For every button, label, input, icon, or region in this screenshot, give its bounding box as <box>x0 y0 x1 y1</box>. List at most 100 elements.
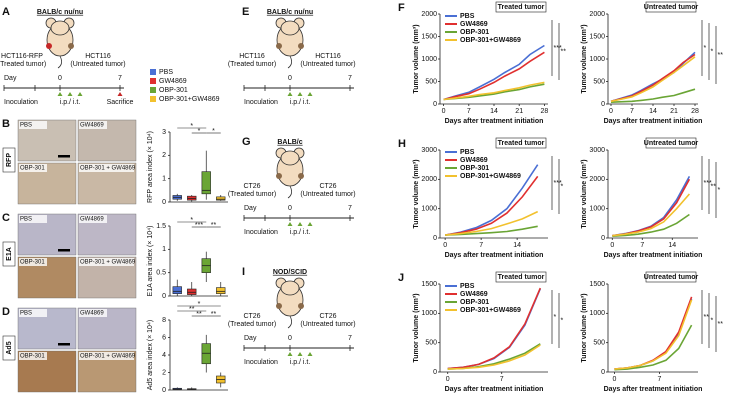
panel-label: G <box>242 136 251 148</box>
chart-title: Untreated tumor <box>644 274 699 281</box>
significance-label: *** <box>554 180 562 187</box>
y-tick-label: 2 <box>162 152 166 159</box>
series-line <box>445 225 538 236</box>
x-tick-label: 28 <box>691 108 699 115</box>
x-tick-label: 0 <box>609 108 613 115</box>
significance-label: ** <box>196 311 202 318</box>
legend-swatch <box>150 69 156 75</box>
box <box>187 288 197 295</box>
legend-label: OBP-301 <box>159 87 188 94</box>
tumor-note: (Untreated tumor) <box>300 191 355 198</box>
tumor-note: (Treated tumor) <box>228 191 276 198</box>
series-line <box>443 44 545 101</box>
inoculation: Inoculation <box>244 99 278 106</box>
injection: i.p./ i.t. <box>290 359 311 366</box>
scale-bar <box>58 249 70 252</box>
x-tick-label: 7 <box>630 108 634 115</box>
mouse-tail <box>287 185 292 199</box>
micrograph-label: OBP-301 <box>20 166 45 172</box>
series-line <box>610 88 696 103</box>
series-line <box>614 299 693 370</box>
y-tick-label: 0 <box>601 101 605 108</box>
injection-arrow <box>287 352 293 356</box>
series-line <box>443 81 545 101</box>
tumor-label: HCT116 <box>239 53 265 60</box>
x-tick-label: 21 <box>670 108 678 115</box>
x-axis-label: Days after treatment initiation <box>604 118 703 125</box>
tumor-note: (Treated tumor) <box>228 61 276 68</box>
y-tick-label: 1000 <box>589 206 605 213</box>
y-axis-label: Tumor volume (mm³) <box>581 159 588 228</box>
significance-label: * <box>711 48 714 55</box>
legend-swatch <box>150 87 156 93</box>
mouse-tail <box>57 55 62 69</box>
y-tick-label: 6 <box>162 334 166 341</box>
y-axis-label: Tumor volume (mm³) <box>581 293 588 362</box>
day-end: 7 <box>348 335 352 342</box>
day-label: Day <box>244 205 257 212</box>
legend-label: OBP-301+GW4869 <box>159 96 220 103</box>
micrograph-label: PBS <box>20 217 32 223</box>
significance-label: ** <box>189 306 195 313</box>
x-tick-label: 7 <box>467 108 471 115</box>
mouse-head <box>280 150 300 166</box>
injection: i.p./ i.t. <box>290 99 311 106</box>
box <box>216 287 226 294</box>
injection-arrow <box>297 222 303 226</box>
y-tick-label: 500 <box>593 340 605 347</box>
y-tick-label: 1500 <box>589 281 605 288</box>
stain-label: RFP <box>6 153 13 167</box>
y-tick-label: 1000 <box>421 206 437 213</box>
title-box <box>645 137 697 149</box>
y-axis-label: RFP area index (× 10⁴) <box>147 131 154 203</box>
legend-label: PBS <box>159 69 173 76</box>
significance-label: ** <box>718 321 724 328</box>
x-tick-label: 7 <box>500 376 504 383</box>
y-tick-label: 0 <box>601 369 605 376</box>
legend-label: OBP-301+GW4869 <box>460 173 521 180</box>
legend-label: GW4869 <box>159 78 187 85</box>
tumor-label: CT26 <box>319 183 336 190</box>
day-end: 7 <box>348 75 352 82</box>
micrograph-label: OBP-301 + GW4869 <box>80 354 136 360</box>
legend-label: OBP-301+GW4869 <box>460 37 521 44</box>
inoculation: Inoculation <box>244 359 278 366</box>
y-tick-label: 1000 <box>589 56 605 63</box>
y-tick-label: 2000 <box>421 11 437 18</box>
micrograph-label: GW4869 <box>80 217 104 223</box>
significance-label: * <box>704 45 707 52</box>
series-line <box>610 53 696 103</box>
y-tick-label: 1500 <box>421 281 437 288</box>
tumor-label: HCT116-RFP <box>1 53 43 60</box>
injection-arrow <box>57 92 63 96</box>
y-tick-label: 3000 <box>589 147 605 154</box>
title-box <box>645 271 697 283</box>
significance-label: *** <box>195 222 203 229</box>
mouse-head <box>280 20 300 36</box>
tumor <box>298 43 304 49</box>
y-tick-label: 0 <box>433 369 437 376</box>
legend-swatch <box>150 96 156 102</box>
panel-label: A <box>2 6 10 18</box>
legend-label: PBS <box>460 149 475 156</box>
micrograph-label: OBP-301 <box>20 260 45 266</box>
chart-title: Untreated tumor <box>644 4 699 11</box>
strain: BALB/c nu/nu <box>37 9 83 16</box>
y-tick-label: 0 <box>162 387 166 394</box>
tumor-note: (Untreated tumor) <box>300 321 355 328</box>
micrograph-label-bg <box>19 309 47 317</box>
x-axis-label: Days after treatment initiation <box>445 386 544 393</box>
box <box>172 286 182 294</box>
series-line <box>447 287 542 370</box>
significance-label: * <box>198 301 201 308</box>
x-tick-label: 14 <box>490 108 498 115</box>
x-tick-label: 7 <box>640 242 644 249</box>
tumor-label: HCT116 <box>315 53 341 60</box>
sacrifice-arrow <box>117 92 123 96</box>
injection-arrow <box>297 92 303 96</box>
injection: i.p./ i.t. <box>60 99 81 106</box>
y-tick-label: 1500 <box>589 33 605 40</box>
y-tick-label: 1000 <box>421 56 437 63</box>
y-tick-label: 500 <box>425 78 437 85</box>
y-tick-label: 500 <box>593 78 605 85</box>
